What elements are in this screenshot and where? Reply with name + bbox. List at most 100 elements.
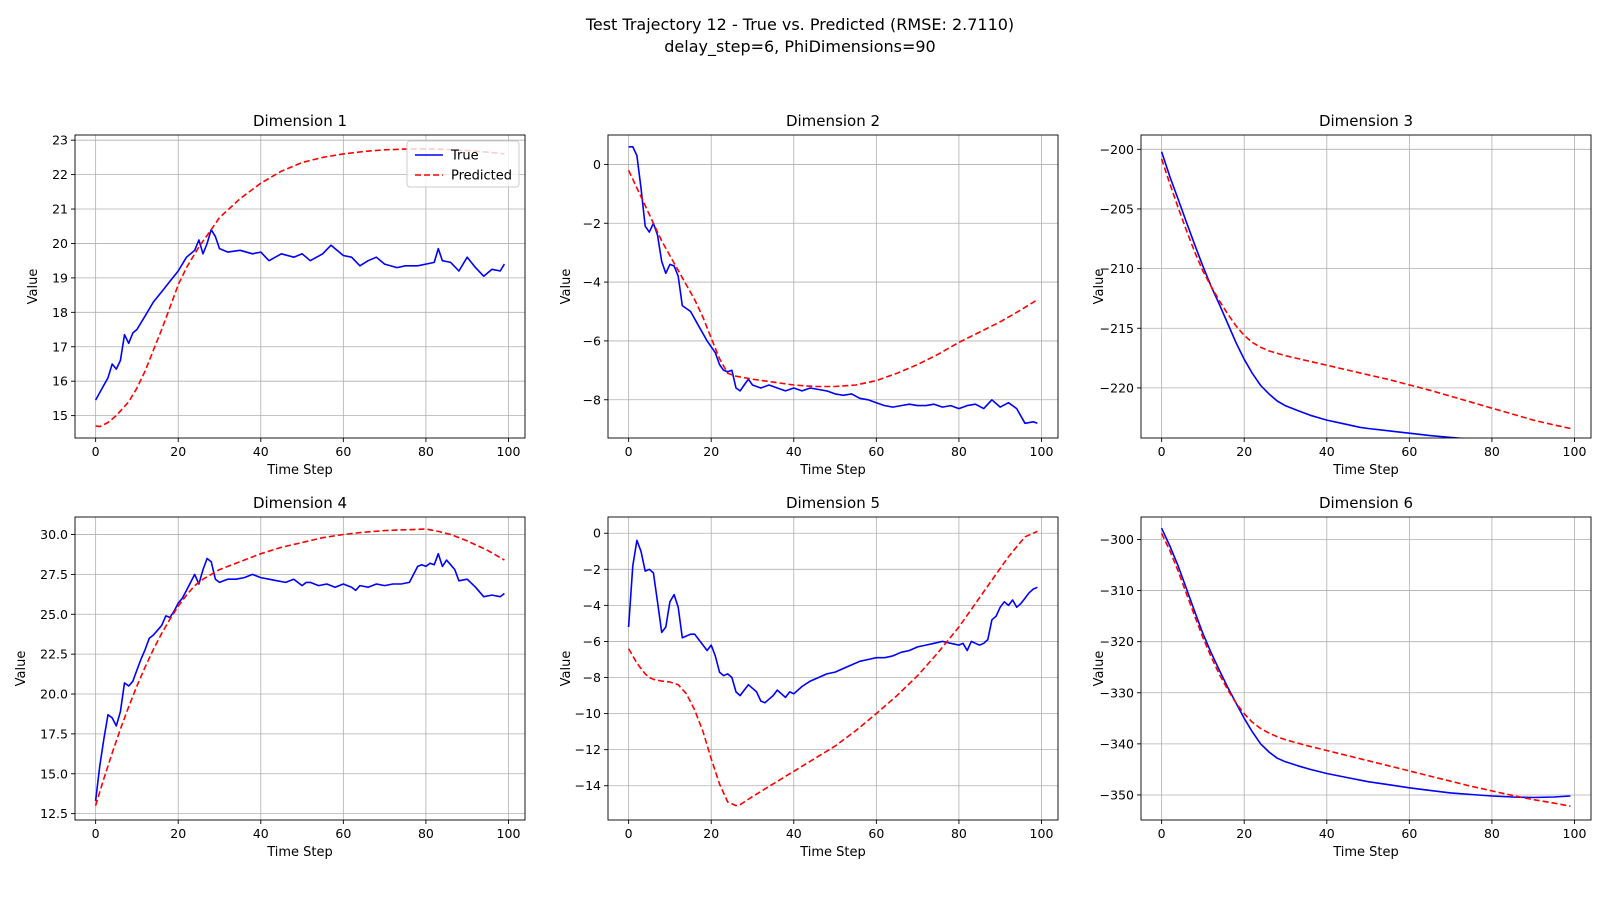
y-axis-label: Value (559, 269, 574, 305)
series-group (1160, 151, 1571, 438)
y-tick-label: −10 (575, 706, 601, 721)
subplot-title: Dimension 1 (253, 112, 347, 130)
x-tick-label: 80 (418, 826, 434, 841)
legend-label-true: True (450, 149, 479, 164)
y-tick-label: 18 (52, 305, 68, 320)
subplot-title: Dimension 6 (1319, 494, 1413, 512)
x-tick-label: 20 (703, 826, 719, 841)
legend-label-predicted: Predicted (451, 169, 512, 184)
x-tick-label: 20 (703, 444, 719, 459)
y-tick-label: 20.0 (40, 687, 68, 702)
x-tick-label: 60 (868, 444, 884, 459)
x-tick-label: 60 (335, 444, 351, 459)
y-tick-label: 17 (52, 339, 68, 354)
y-tick-label: 27.5 (40, 567, 68, 582)
y-tick-label: 15.0 (40, 766, 68, 781)
figure-title-line-2: delay_step=6, PhiDimensions=90 (664, 37, 936, 56)
y-tick-label: −4 (583, 598, 601, 613)
x-tick-label: 40 (1319, 444, 1335, 459)
y-tick-label: −200 (1100, 142, 1134, 157)
series-line-predicted (95, 148, 505, 428)
x-tick-label: 40 (253, 826, 269, 841)
y-tick-label: −340 (1100, 736, 1134, 751)
plot-frame (74, 134, 526, 439)
x-tick-label: 0 (1158, 826, 1166, 841)
x-tick-label: 60 (1401, 826, 1417, 841)
plot-frame (1140, 516, 1592, 821)
series-line-predicted (627, 530, 1038, 807)
x-tick-label: 60 (868, 826, 884, 841)
subplot-3: 0 20 40 60 80 100 −200 −205 −210 −215 −220 Dimensio… (1092, 112, 1592, 478)
x-tick-label: 20 (170, 444, 186, 459)
subplot-5: 0 20 40 60 80 100 0 −2 −4 −6 −8 −10 −12 −14 Dimension … (559, 494, 1059, 860)
series-line-predicted (94, 528, 505, 806)
y-tick-label: 12.5 (40, 806, 68, 821)
y-tick-label: −8 (583, 392, 601, 407)
plot-frame (1140, 134, 1592, 439)
y-tick-label: −310 (1100, 583, 1134, 598)
y-tick-label: −210 (1100, 261, 1134, 276)
y-tick-label: 23 (52, 133, 68, 148)
x-tick-label: 40 (786, 444, 802, 459)
x-tick-label: 0 (625, 444, 633, 459)
figure-title: Test Trajectory 12 - True vs. Predicted … (0, 14, 1600, 58)
y-tick-label: 25.0 (40, 607, 68, 622)
subplot-title: Dimension 4 (253, 494, 347, 512)
x-tick-label: 0 (625, 826, 633, 841)
series-line-true (1160, 527, 1571, 799)
subplot-2: 0 20 40 60 80 100 0 −2 −4 −6 −8 Dimension 2 Time Ste… (559, 112, 1059, 478)
x-axis-label: Time Step (1332, 845, 1399, 860)
y-tick-label: −205 (1100, 201, 1134, 216)
x-axis-label: Time Step (1332, 463, 1399, 478)
series-group (94, 528, 505, 806)
y-tick-label: 30.0 (40, 527, 68, 542)
x-tick-label: 60 (335, 826, 351, 841)
series-line-predicted (1160, 533, 1571, 807)
subplot-1: 0 20 40 60 80 100 15 16 17 18 19 20 21 22 23 Dimension … (26, 112, 526, 478)
plot-frame (607, 516, 1059, 821)
x-tick-label: 0 (1158, 444, 1166, 459)
x-tick-label: 0 (92, 444, 100, 459)
series-line-true (627, 539, 1038, 704)
series-group (94, 148, 506, 428)
y-tick-label: 0 (593, 526, 601, 541)
x-tick-label: 80 (1484, 444, 1500, 459)
x-tick-label: 100 (497, 826, 521, 841)
x-tick-label: 100 (497, 444, 521, 459)
y-tick-label: −14 (575, 778, 601, 793)
x-tick-label: 80 (418, 444, 434, 459)
x-axis-label: Time Step (266, 463, 333, 478)
y-tick-label: 22 (52, 167, 68, 182)
y-tick-label: −4 (583, 275, 601, 290)
plot-frame (607, 134, 1059, 439)
x-tick-label: 20 (1236, 826, 1252, 841)
series-line-predicted (1160, 158, 1571, 430)
x-tick-label: 80 (1484, 826, 1500, 841)
figure-title-line-1: Test Trajectory 12 - True vs. Predicted … (585, 15, 1015, 34)
series-line-true (94, 228, 506, 401)
y-tick-label: −350 (1100, 787, 1134, 802)
series-line-predicted (627, 169, 1038, 388)
x-tick-label: 80 (951, 444, 967, 459)
y-tick-label: 16 (52, 374, 68, 389)
y-tick-label: −12 (575, 742, 601, 757)
x-tick-label: 60 (1401, 444, 1417, 459)
subplot-title: Dimension 3 (1319, 112, 1413, 130)
x-axis-label: Time Step (266, 845, 333, 860)
y-tick-label: −6 (583, 634, 601, 649)
y-tick-label: 15 (52, 408, 68, 423)
x-tick-label: 100 (1030, 444, 1054, 459)
x-axis-label: Time Step (799, 463, 866, 478)
x-tick-label: 40 (786, 826, 802, 841)
y-tick-label: 22.5 (40, 647, 68, 662)
y-tick-label: −300 (1100, 532, 1134, 547)
y-tick-label: 21 (52, 202, 68, 217)
series-line-true (1160, 151, 1467, 438)
y-tick-label: 20 (52, 236, 68, 251)
x-tick-label: 40 (1319, 826, 1335, 841)
y-tick-label: −2 (583, 562, 601, 577)
y-tick-label: −330 (1100, 685, 1134, 700)
y-tick-label: −215 (1100, 321, 1134, 336)
series-group (627, 146, 1038, 425)
